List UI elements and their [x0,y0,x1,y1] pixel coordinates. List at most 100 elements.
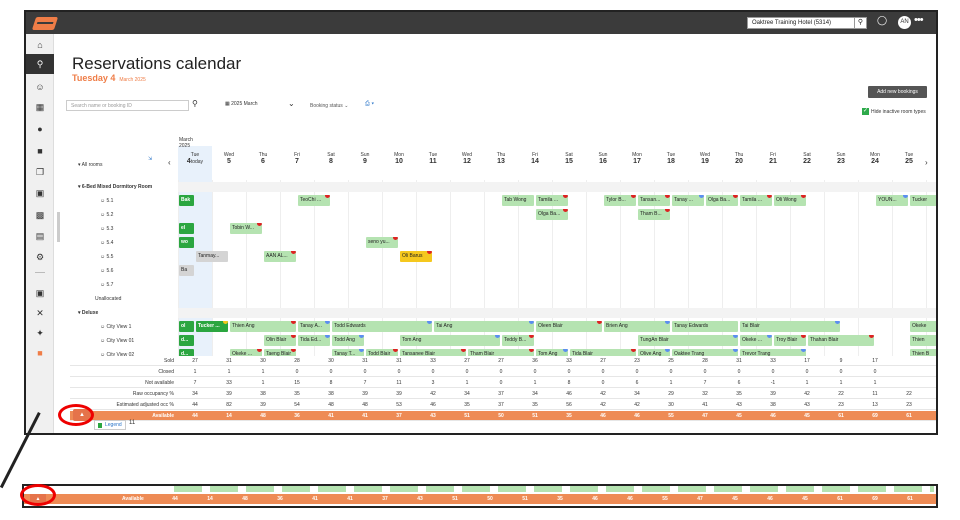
room-category[interactable]: ▾ 6-Bed Mixed Dormitory Room [70,180,178,194]
booking-block[interactable]: Tham Blair [468,349,534,360]
booking-block[interactable]: Tobin W... [230,223,262,234]
guest-name: Tai Blair [742,323,760,329]
booking-block[interactable]: Olin Blair [264,335,296,346]
booking-block[interactable]: Tamila ... [536,195,568,206]
booking-block[interactable]: Brien Ang [604,321,670,332]
booking-block[interactable]: Tab Wong [502,195,534,206]
bulb-icon[interactable]: ◯ [877,15,888,25]
home-icon[interactable]: ⌂ [37,40,43,50]
booking-block[interactable]: Thahan Blair [808,335,874,346]
chevron-down-icon[interactable]: ▾ [78,184,82,190]
booking-block[interactable]: Teddy B... [502,335,534,346]
avatar[interactable]: AN [898,16,911,29]
tools-icon[interactable]: ✕ [36,308,44,318]
booking-block[interactable]: seno yu... [366,237,398,248]
booking-block[interactable]: AAN AL... [264,251,296,262]
logo-icon[interactable] [31,16,59,30]
booking-block[interactable]: ol [179,321,194,332]
booking-block[interactable]: Todd Ang [332,335,364,346]
report-icon[interactable]: ▣ [35,188,45,198]
booking-block[interactable]: Bak [179,195,194,206]
booking-block[interactable]: Tida Ed... [298,335,330,346]
booking-block[interactable]: Thien B [910,349,936,360]
booking-block[interactable]: Thien Ang [230,321,296,332]
search-input[interactable]: Search name or booking ID [66,100,189,111]
booking-block[interactable]: Tucker ... [196,321,228,332]
booking-block[interactable]: Todd Edwards [332,321,432,332]
booking-block[interactable]: Tanay Edwards [672,321,738,332]
booking-block[interactable]: Tai Blair [740,321,840,332]
booking-block[interactable]: el [179,223,194,234]
next-arrow-icon[interactable]: › [925,158,928,167]
booking-block[interactable]: Tucker [910,195,936,206]
booking-block[interactable]: Tom Ang [400,335,500,346]
chat-icon[interactable]: ▩ [35,210,45,220]
shop-icon[interactable]: ■ [37,348,43,358]
booking-block[interactable]: Okeke ... [230,349,262,360]
booking-block[interactable]: Taeng Blair [264,349,296,360]
booking-block[interactable]: Ba [179,265,194,276]
booking-block[interactable]: Tida Blair [570,349,636,360]
more-icon[interactable]: ••• [914,14,924,26]
print-icon[interactable]: ⎙ ▾ [365,101,374,107]
booking-block[interactable]: Tom Ang [536,349,568,360]
booking-block[interactable]: Olga Ba... [706,195,738,206]
booking-block[interactable]: Okeke ... [740,335,772,346]
booking-block[interactable]: Tansanee Blair [400,349,466,360]
booking-status-filter[interactable]: Booking status ⌄ [310,103,349,109]
share-icon[interactable]: ✦ [36,328,44,338]
clock-icon[interactable]: ● [37,124,43,134]
search-submit-icon[interactable]: ⚲ [192,99,198,108]
copy-icon[interactable]: ❐ [35,167,45,177]
all-rooms-toggle[interactable]: ▾ All rooms [78,162,103,168]
search-nav-icon[interactable]: ⚲ [26,54,54,74]
booking-block[interactable]: Oli Barus [400,251,432,262]
booking-block[interactable]: Tanay A... [298,321,330,332]
booking-block[interactable]: TungAn Blair [638,335,738,346]
booking-block[interactable]: Tham B... [638,209,670,220]
booking-block[interactable]: Tamila ... [740,195,772,206]
expand-icon[interactable]: ⇲ [148,156,153,162]
add-bookings-button[interactable]: Add new bookings [868,86,927,98]
chevron-down-icon[interactable]: ▾ [78,310,82,316]
month-selector[interactable]: ▦ 2025 March [225,101,258,107]
booking-block[interactable]: Oli Wong [774,195,806,206]
calendar-icon[interactable]: ▦ [35,102,45,112]
booking-block[interactable]: Thien [910,335,936,346]
gear-icon[interactable]: ⚙ [35,252,45,262]
bag-icon[interactable]: ■ [37,146,43,156]
day-name: Wed [461,152,473,158]
checkbox-icon[interactable]: ✓ [862,108,869,115]
chevron-down-icon[interactable]: ⌄ [288,99,295,108]
booking-block[interactable]: Tansan... [638,195,670,206]
booking-block[interactable]: Tai Ang [434,321,534,332]
booking-block[interactable]: Trevor Trang [740,349,806,360]
guests-icon[interactable]: ☺ [35,82,45,92]
booking-block[interactable]: Oaktee Trang [672,349,738,360]
hide-inactive-toggle[interactable]: ✓ Hide inactive room types [862,108,926,115]
booking-block[interactable]: Troy Blair [774,335,806,346]
booking-block[interactable]: Olga Ba... [536,209,568,220]
booking-block[interactable]: YOUN... [876,195,908,206]
booking-block[interactable]: Tanay ... [672,195,704,206]
export-icon[interactable]: ▣ [35,288,45,298]
prev-arrow-icon[interactable]: ‹ [168,158,171,167]
booking-block[interactable]: Olive Ang [638,349,670,360]
booking-block[interactable]: Tylor B... [604,195,636,206]
booking-block[interactable]: wo [179,237,194,248]
sidebar-collapse-handle[interactable] [57,212,60,242]
room-category[interactable]: ▾ Deluxe [70,306,178,320]
booking-block[interactable]: Todd Blair [366,349,398,360]
legend-button[interactable]: Legend [94,420,126,430]
search-icon[interactable]: ⚲ [854,18,866,28]
booking-block[interactable]: Tanmay... [196,251,228,262]
booking-block[interactable]: Oleen Blair [536,321,602,332]
card-icon[interactable]: ▤ [35,231,45,241]
booking-block[interactable]: d... [179,335,194,346]
hotel-selector[interactable]: Oaktree Training Hotel (5314) ⚲ [747,17,867,29]
booking-block[interactable]: Tanay T... [332,349,364,360]
calendar-corner [70,134,174,182]
booking-block[interactable]: TeoChi ... [298,195,330,206]
booking-block[interactable]: Okeke [910,321,936,332]
booking-block[interactable]: d... [179,349,194,360]
